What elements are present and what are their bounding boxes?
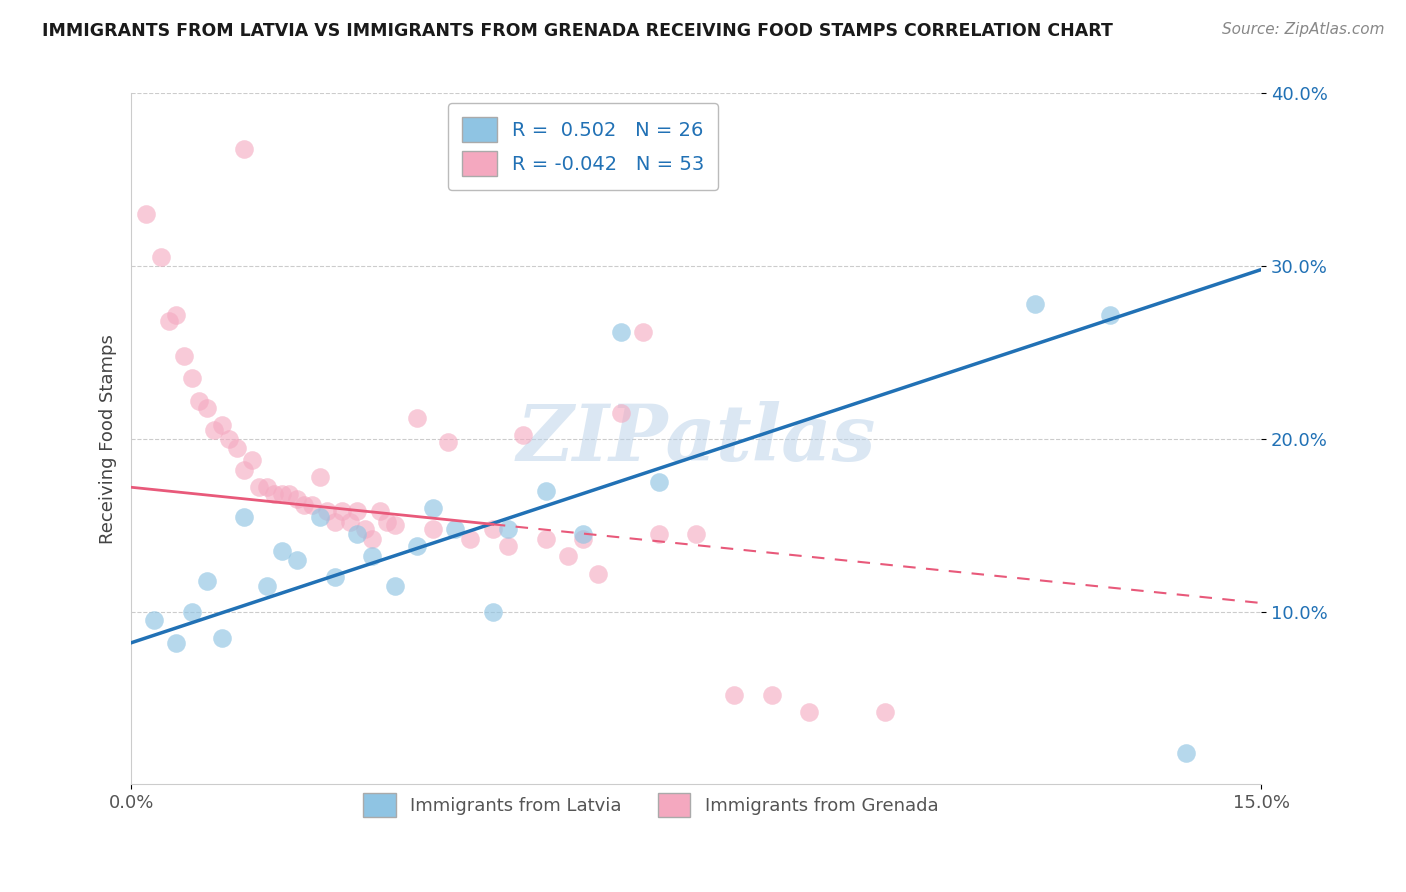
Point xyxy=(270,544,292,558)
Point xyxy=(150,251,173,265)
Point xyxy=(225,441,247,455)
Point xyxy=(1174,747,1197,761)
Point xyxy=(346,527,368,541)
Point xyxy=(294,498,316,512)
Point xyxy=(482,605,505,619)
Point xyxy=(135,207,157,221)
Point xyxy=(496,522,519,536)
Point xyxy=(588,566,610,581)
Point xyxy=(647,527,669,541)
Point xyxy=(165,636,187,650)
Point xyxy=(799,705,821,719)
Point xyxy=(723,688,745,702)
Point xyxy=(458,532,481,546)
Point xyxy=(180,371,202,385)
Point xyxy=(308,509,330,524)
Point xyxy=(572,532,595,546)
Point xyxy=(422,501,444,516)
Text: ZIPatlas: ZIPatlas xyxy=(516,401,876,477)
Point xyxy=(496,539,519,553)
Point xyxy=(233,142,256,156)
Point xyxy=(361,549,384,564)
Y-axis label: Receiving Food Stamps: Receiving Food Stamps xyxy=(100,334,117,544)
Point xyxy=(256,480,278,494)
Point xyxy=(301,498,323,512)
Point xyxy=(610,325,633,339)
Point xyxy=(278,487,301,501)
Point xyxy=(202,423,225,437)
Point xyxy=(270,487,292,501)
Point xyxy=(534,532,557,546)
Point xyxy=(557,549,579,564)
Point xyxy=(240,452,263,467)
Point xyxy=(633,325,655,339)
Point xyxy=(384,579,406,593)
Point xyxy=(422,522,444,536)
Point xyxy=(195,401,218,415)
Point xyxy=(512,428,534,442)
Point xyxy=(211,631,233,645)
Text: IMMIGRANTS FROM LATVIA VS IMMIGRANTS FROM GRENADA RECEIVING FOOD STAMPS CORRELAT: IMMIGRANTS FROM LATVIA VS IMMIGRANTS FRO… xyxy=(42,22,1114,40)
Point xyxy=(685,527,707,541)
Point xyxy=(330,504,353,518)
Point xyxy=(323,570,346,584)
Point xyxy=(406,411,429,425)
Point xyxy=(339,515,361,529)
Point xyxy=(534,483,557,498)
Point xyxy=(316,504,339,518)
Legend: Immigrants from Latvia, Immigrants from Grenada: Immigrants from Latvia, Immigrants from … xyxy=(356,786,946,824)
Point xyxy=(647,475,669,489)
Point xyxy=(384,518,406,533)
Point xyxy=(218,432,240,446)
Point xyxy=(610,406,633,420)
Point xyxy=(233,509,256,524)
Point xyxy=(1099,308,1122,322)
Point xyxy=(157,314,180,328)
Point xyxy=(368,504,391,518)
Point xyxy=(165,308,187,322)
Point xyxy=(444,522,467,536)
Point xyxy=(211,418,233,433)
Point xyxy=(377,515,399,529)
Point xyxy=(256,579,278,593)
Point xyxy=(761,688,783,702)
Point xyxy=(323,515,346,529)
Point xyxy=(308,470,330,484)
Point xyxy=(285,492,308,507)
Point xyxy=(195,574,218,588)
Point xyxy=(482,522,505,536)
Point xyxy=(361,532,384,546)
Point xyxy=(436,435,458,450)
Point xyxy=(188,393,211,408)
Point xyxy=(173,349,195,363)
Point xyxy=(873,705,896,719)
Point xyxy=(346,504,368,518)
Point xyxy=(406,539,429,553)
Point xyxy=(263,487,285,501)
Point xyxy=(1024,297,1046,311)
Point xyxy=(353,522,375,536)
Point xyxy=(285,553,308,567)
Point xyxy=(233,463,256,477)
Point xyxy=(572,527,595,541)
Point xyxy=(180,605,202,619)
Point xyxy=(247,480,270,494)
Text: Source: ZipAtlas.com: Source: ZipAtlas.com xyxy=(1222,22,1385,37)
Point xyxy=(142,613,165,627)
